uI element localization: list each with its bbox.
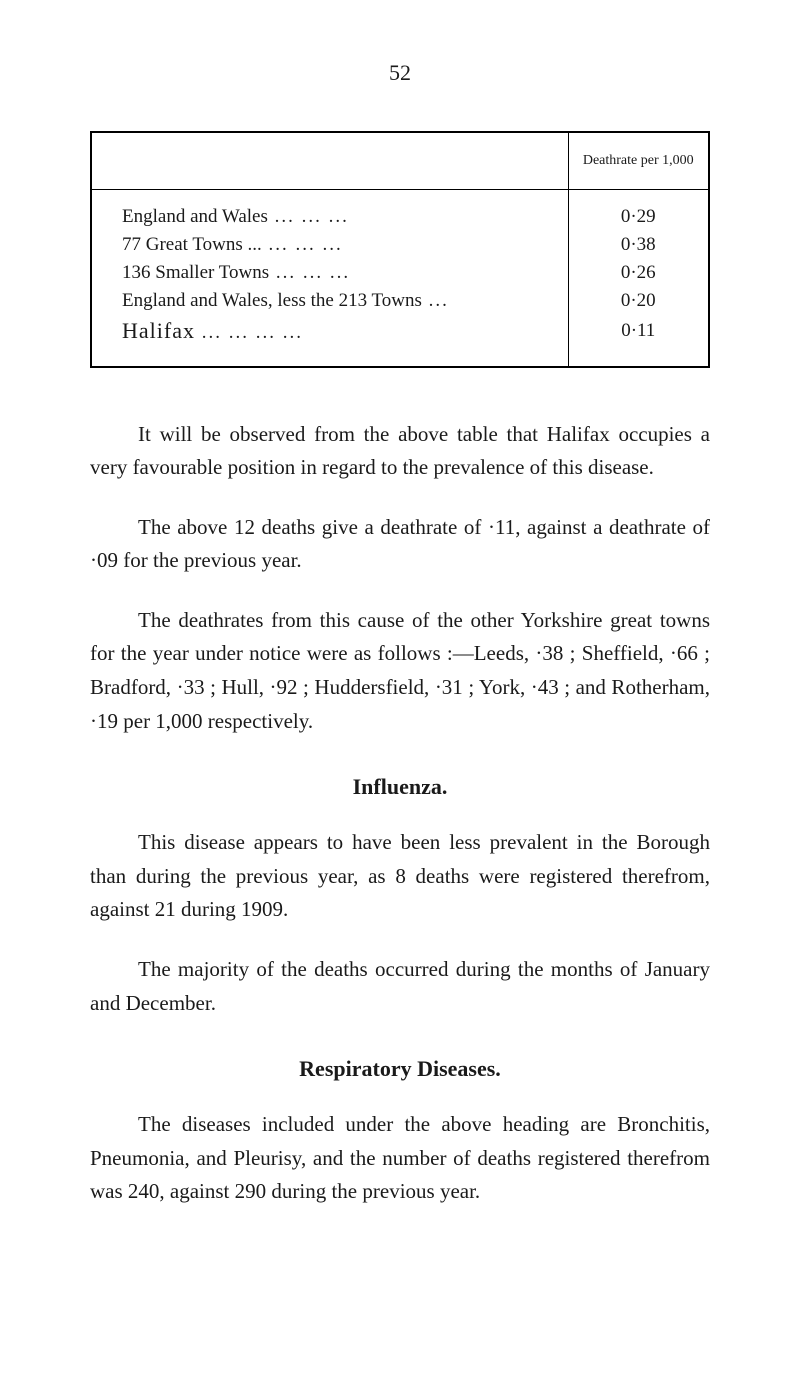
table-header-empty — [92, 133, 568, 189]
table-row-value: 0·20 — [568, 287, 708, 315]
page-number: 52 — [90, 60, 710, 86]
table-row-label: England and Wales ... ... ... — [92, 189, 568, 231]
table-row-value: 0·29 — [568, 189, 708, 231]
paragraph-3: The deathrates from this cause of the ot… — [90, 604, 710, 738]
heading-respiratory: Respiratory Diseases. — [90, 1056, 710, 1082]
table-row-label: England and Wales, less the 213 Towns ..… — [92, 287, 568, 315]
paragraph-2: The above 12 deaths give a deathrate of … — [90, 511, 710, 578]
paragraph-5: The majority of the deaths occurred duri… — [90, 953, 710, 1020]
table-row-value: 0·26 — [568, 259, 708, 287]
table-row-value: 0·11 — [568, 315, 708, 366]
table-row-label: Halifax ... ... ... ... — [92, 315, 568, 366]
table-row-label: 77 Great Towns ... ... ... ... — [92, 231, 568, 259]
table-row-label: 136 Smaller Towns ... ... ... — [92, 259, 568, 287]
heading-influenza: Influenza. — [90, 774, 710, 800]
table-header-rate: Deathrate per 1,000 — [568, 133, 708, 189]
table-row-value: 0·38 — [568, 231, 708, 259]
paragraph-6: The diseases included under the above he… — [90, 1108, 710, 1209]
paragraph-4: This disease appears to have been less p… — [90, 826, 710, 927]
deathrate-table: Deathrate per 1,000 England and Wales ..… — [90, 131, 710, 368]
paragraph-1: It will be observed from the above table… — [90, 418, 710, 485]
